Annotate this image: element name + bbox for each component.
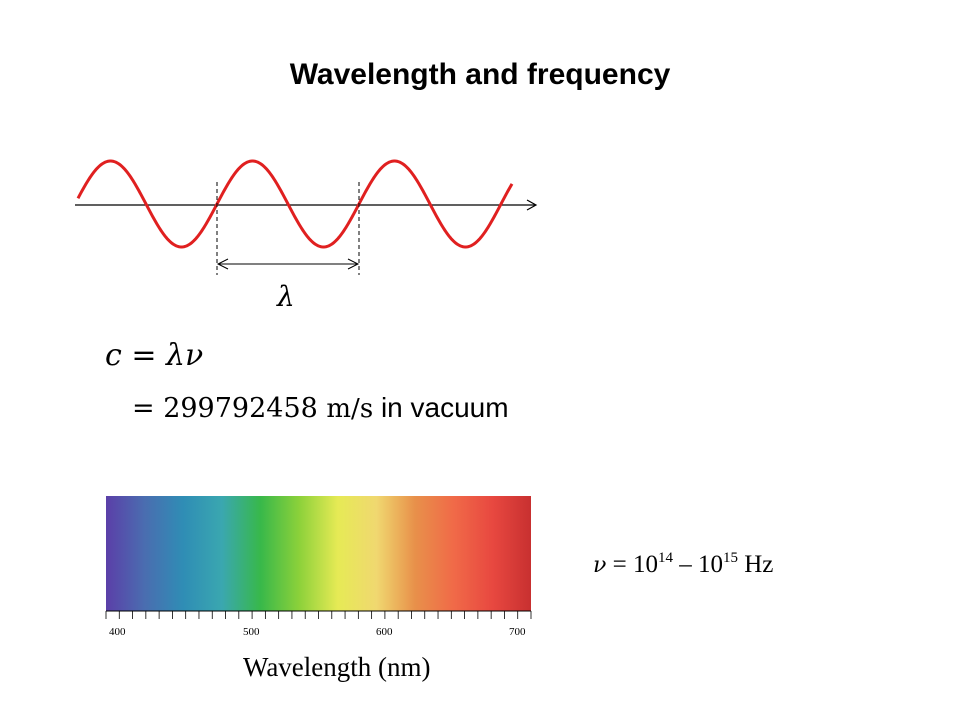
visible-spectrum [105, 496, 532, 619]
tick-label-500: 500 [243, 626, 260, 638]
wavelength-symbol: λ [277, 280, 295, 313]
axis-arrow-head [526, 199, 538, 211]
frequency-exp-2: 15 [722, 550, 738, 566]
spectrum-ticks [105, 611, 532, 619]
frequency-exp-1: 14 [657, 550, 673, 566]
wavelength-arrow-left-head [216, 258, 229, 270]
speed-equation: c = λν [105, 338, 204, 373]
speed-value: = 299792458 [132, 393, 327, 424]
tick-label-600: 600 [376, 626, 393, 638]
tick-label-700: 700 [509, 626, 526, 638]
wave-diagram [75, 159, 538, 275]
sine-wave [76, 159, 514, 249]
slide-title: Wavelength and frequency [289, 58, 671, 91]
frequency-base-2: – 10 [672, 551, 723, 578]
wavelength-arrow-right-head [347, 258, 360, 270]
vacuum-note: in vacuum [373, 392, 509, 423]
spectrum-bar [106, 496, 531, 611]
speed-unit: m/s [326, 394, 374, 424]
frequency-unit: Hz [737, 551, 774, 578]
frequency-base-1: = 10 [606, 551, 658, 578]
frequency-symbol: ν [593, 553, 607, 578]
speed-of-light-line: = 299792458 m/s in vacuum [132, 392, 509, 424]
tick-label-400: 400 [109, 626, 126, 638]
spectrum-axis-title: Wavelength (nm) [243, 652, 431, 682]
frequency-range: ν = 1014 – 1015 Hz [593, 550, 773, 579]
